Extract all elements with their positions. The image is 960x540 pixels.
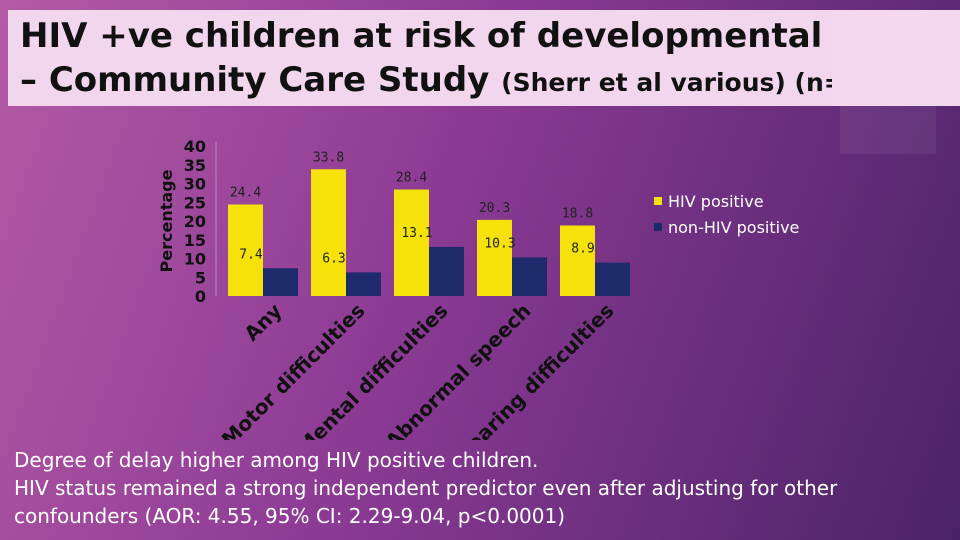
bar-hiv-positive (560, 225, 595, 296)
data-label: 8.9 (571, 242, 594, 257)
bar-hiv-positive (477, 219, 512, 296)
category-label: Any (239, 299, 286, 346)
decorative-rectangle (832, 10, 960, 106)
legend-swatch-hiv-positive (654, 197, 662, 205)
data-label: 24.4 (230, 186, 261, 201)
data-label: 33.8 (313, 150, 344, 165)
bar-non-hiv-positive (595, 262, 630, 296)
legend-item-non-hiv-positive: non-HIV positive (654, 214, 799, 240)
y-tick-label: 5 (195, 268, 206, 287)
bar-non-hiv-positive (263, 268, 298, 296)
bar-non-hiv-positive (512, 257, 547, 296)
y-tick-label: 15 (184, 231, 206, 250)
legend-swatch-non-hiv-positive (654, 223, 662, 231)
data-label: 7.4 (239, 247, 263, 262)
decorative-rectangle-faint (840, 106, 936, 154)
note-line-2: HIV status remained a strong independent… (14, 476, 838, 500)
slide-title-main: – Community Care Study (20, 60, 490, 100)
y-tick-label: 10 (184, 250, 206, 269)
data-label: 28.4 (396, 171, 427, 186)
slide-title-line1: HIV +ve children at risk of developmenta… (20, 16, 938, 56)
bar-hiv-positive (311, 169, 346, 296)
note-line-3: confounders (AOR: 4.55, 95% CI: 2.29-9.0… (14, 504, 566, 528)
y-tick-label: 20 (184, 212, 206, 231)
legend-label-non-hiv-positive: non-HIV positive (668, 217, 800, 237)
bar-hiv-positive (394, 189, 429, 296)
data-label: 10.3 (484, 236, 515, 251)
data-label: 20.3 (479, 201, 510, 216)
y-axis-label: Percentage (157, 169, 176, 272)
chart-legend: HIV positive non-HIV positive (654, 188, 799, 240)
slide-notes: Degree of delay higher among HIV positiv… (14, 446, 944, 530)
y-tick-label: 25 (184, 193, 206, 212)
legend-item-hiv-positive: HIV positive (654, 188, 799, 214)
y-tick-label: 40 (184, 137, 206, 156)
note-line-1: Degree of delay higher among HIV positiv… (14, 448, 539, 472)
data-label: 6.3 (322, 251, 345, 266)
data-label: 13.1 (401, 226, 432, 241)
data-label: 18.8 (562, 207, 593, 222)
legend-label-hiv-positive: HIV positive (668, 191, 764, 211)
y-tick-label: 35 (184, 156, 206, 175)
y-tick-label: 0 (195, 287, 206, 306)
bar-hiv-positive (228, 204, 263, 296)
bar-non-hiv-positive (429, 246, 464, 296)
y-tick-label: 30 (184, 175, 206, 194)
bar-non-hiv-positive (346, 272, 381, 296)
